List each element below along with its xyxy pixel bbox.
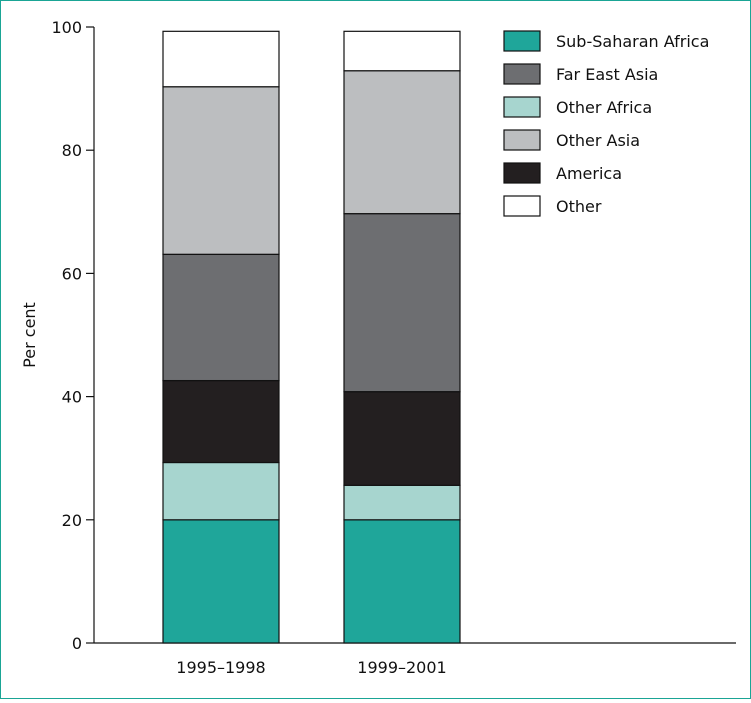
bar-segment-sub-saharan-africa [343,519,461,644]
legend-swatch-other-asia [503,129,541,151]
legend-swatch-other [503,195,541,217]
y-tick-label: 0 [72,634,82,653]
y-tick-label: 60 [62,264,82,283]
legend-swatch-far-east-asia [503,63,541,85]
legend-label-far-east-asia: Far East Asia [556,65,658,84]
bar-segment-america [162,379,280,464]
y-ticks: 0 20 40 60 80 100 [51,18,94,653]
bar-segment-other-africa [162,461,280,521]
legend-swatch-sub-saharan-africa [503,30,541,52]
y-tick-label: 20 [62,511,82,530]
bar-segment-other-africa [343,484,461,521]
bar-segment-other-asia [343,70,461,215]
legend-label-other-asia: Other Asia [556,131,640,150]
bar-segment-sub-saharan-africa [162,519,280,644]
bar-segment-other [343,30,461,72]
bar-segment-other [162,30,280,88]
y-tick-label: 100 [51,18,82,37]
bar-segment-far-east-asia [162,253,280,382]
x-tick-labels: 1995–1998 1999–2001 [176,658,446,677]
legend-swatch-other-africa [503,96,541,118]
legend-label-sub-saharan-africa: Sub-Saharan Africa [556,32,709,51]
y-tick-label: 80 [62,141,82,160]
y-axis-label: Per cent [20,302,39,368]
bars [162,30,461,644]
x-tick-label: 1999–2001 [357,658,446,677]
bar-segment-far-east-asia [343,213,461,393]
legend: Sub-Saharan Africa Far East Asia Other Afr… [503,30,709,217]
bar-segment-america [343,391,461,486]
bar-segment-other-asia [162,86,280,255]
y-tick-label: 40 [62,388,82,407]
legend-label-america: America [556,164,622,183]
legend-swatch-america [503,162,541,184]
x-tick-label: 1995–1998 [176,658,265,677]
legend-label-other-africa: Other Africa [556,98,652,117]
legend-label-other: Other [556,197,602,216]
